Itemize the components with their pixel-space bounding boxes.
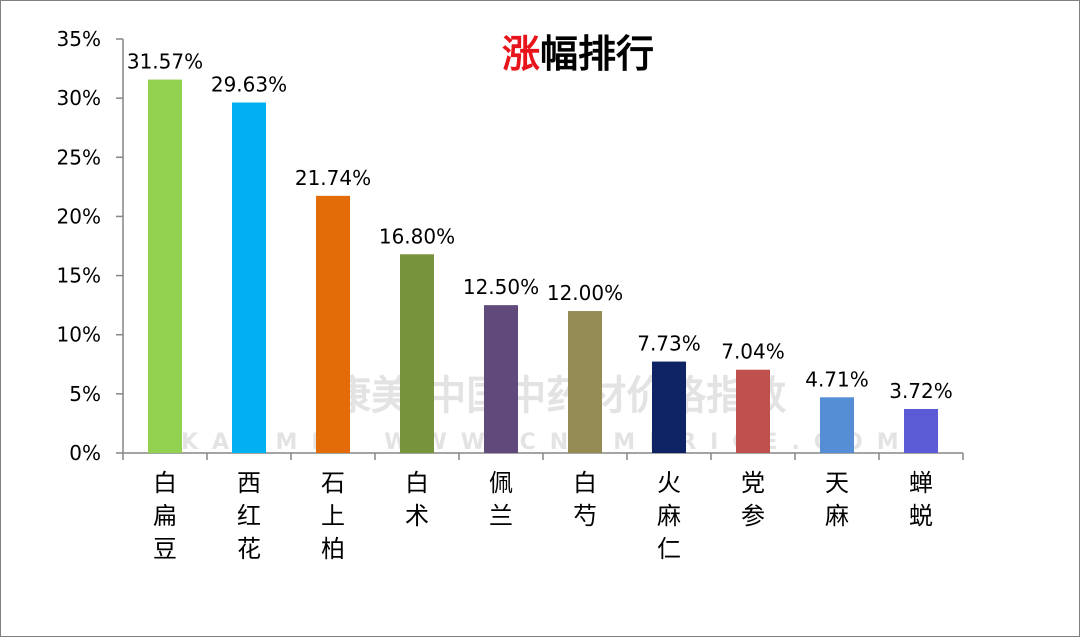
data-label: 3.72%	[889, 379, 953, 403]
x-tick-label: 蝉蜕	[909, 469, 933, 530]
y-axis: 0% 5% 10% 15% 20% 25% 30% 35%	[57, 27, 124, 465]
y-tick-label: 20%	[57, 204, 101, 228]
y-tick-label: 25%	[57, 145, 101, 169]
chart-title: 涨幅排行	[502, 32, 654, 76]
bar	[904, 408, 938, 453]
x-tick-label: 天麻	[825, 469, 849, 530]
y-tick-label: 10%	[57, 323, 101, 347]
bars	[148, 79, 938, 454]
x-tick-label: 白术	[405, 469, 429, 530]
y-tick-label: 35%	[57, 27, 101, 51]
data-label: 29.63%	[211, 73, 287, 97]
x-tick-label: 佩兰	[489, 469, 513, 530]
bar	[148, 79, 182, 454]
bar	[484, 305, 518, 453]
bar	[400, 254, 434, 453]
bar	[820, 397, 854, 453]
watermark: 康美·中国中药材价格指数 KANMEI WWW.CNKMPRICE.COM	[181, 373, 913, 455]
data-label: 21.74%	[295, 166, 371, 190]
x-tick-label: 西红花	[237, 469, 261, 563]
y-tick-label: 30%	[57, 86, 101, 110]
watermark-text: 康美·中国中药材价格指数	[331, 373, 786, 419]
bar	[232, 102, 266, 453]
data-label: 7.73%	[637, 332, 701, 356]
chart-title-rest: 幅排行	[540, 32, 654, 76]
x-tick-label: 白扁豆	[153, 469, 177, 563]
data-label: 4.71%	[805, 367, 869, 391]
bar	[568, 311, 602, 453]
chart-title-highlight: 涨	[502, 32, 540, 76]
x-tick-label: 白芍	[573, 469, 597, 530]
data-label: 16.80%	[379, 224, 455, 248]
data-label: 12.50%	[463, 275, 539, 299]
bar	[736, 369, 770, 453]
y-tick-label: 5%	[69, 382, 101, 406]
bar	[316, 195, 350, 453]
watermark-subtext: KANMEI WWW.CNKMPRICE.COM	[181, 430, 913, 455]
bar	[652, 361, 686, 453]
value-labels: 31.57% 29.63% 21.74% 16.80% 12.50% 12.00% 7.73…	[127, 50, 953, 403]
x-tick-label: 党参	[741, 469, 765, 530]
x-tick-label: 石上柏	[321, 469, 345, 563]
data-label: 12.00%	[547, 281, 623, 305]
x-tick-label: 火麻仁	[657, 469, 681, 563]
data-label: 31.57%	[127, 50, 203, 74]
y-tick-label: 0%	[69, 441, 101, 465]
data-label: 7.04%	[721, 340, 785, 364]
y-tick-label: 15%	[57, 264, 101, 288]
